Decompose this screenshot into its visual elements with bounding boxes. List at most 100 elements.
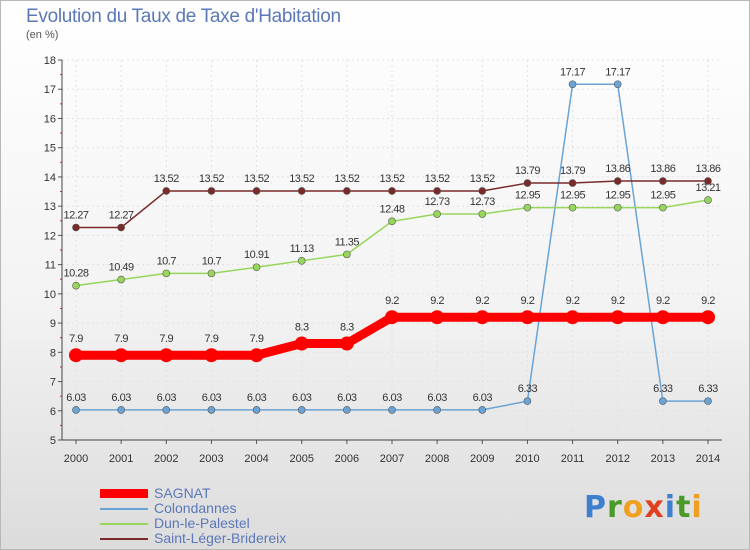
data-point — [523, 179, 532, 187]
data-label: 10.28 — [63, 268, 88, 280]
data-point — [433, 406, 441, 414]
data-label: 8.3 — [340, 322, 354, 334]
y-tick-label: 12 — [44, 230, 56, 242]
data-point — [252, 263, 261, 272]
data-point — [613, 177, 622, 185]
y-tick-label: 15 — [44, 143, 56, 155]
y-tick-label: 14 — [44, 172, 56, 184]
chart-subtitle: (en %) — [26, 29, 59, 41]
data-point — [204, 348, 219, 363]
data-label: 13.79 — [515, 165, 540, 177]
data-point — [114, 348, 129, 363]
data-label: 17.17 — [605, 66, 630, 78]
chart-legend: SAGNAT Colondannes Dun-le-Palestel Saint… — [100, 486, 286, 546]
data-point — [339, 336, 354, 351]
data-point — [343, 187, 351, 195]
data-label: 9.2 — [611, 295, 625, 307]
y-tick-label: 9 — [50, 318, 56, 330]
data-point — [655, 310, 670, 325]
legend-swatch — [100, 507, 148, 510]
data-point — [478, 406, 487, 414]
data-point — [385, 310, 399, 325]
data-point — [388, 187, 396, 195]
data-point — [565, 310, 580, 325]
data-label: 7.9 — [114, 333, 128, 345]
x-tick-label: 2014 — [696, 453, 720, 465]
data-point — [659, 177, 667, 185]
data-label: 6.03 — [202, 392, 222, 404]
x-tick-label: 2000 — [64, 453, 88, 465]
x-tick-label: 2012 — [605, 453, 629, 465]
x-tick-label: 2001 — [109, 453, 133, 465]
x-tick-label: 2002 — [154, 453, 178, 465]
y-tick-label: 7 — [50, 377, 56, 389]
data-label: 6.03 — [427, 392, 447, 404]
data-label: 13.52 — [470, 173, 495, 185]
legend-item: Colondannes — [100, 501, 286, 516]
data-point — [388, 406, 396, 414]
data-point — [704, 177, 712, 185]
data-label: 6.03 — [292, 392, 312, 404]
legend-item: SAGNAT — [100, 486, 286, 501]
data-point — [343, 250, 351, 259]
data-point — [117, 223, 125, 232]
data-point — [249, 348, 264, 363]
y-tick-label: 11 — [45, 260, 56, 272]
data-label: 13.86 — [605, 163, 630, 175]
legend-item: Saint-Léger-Bridereix — [100, 531, 286, 546]
data-point — [117, 406, 125, 414]
data-point — [659, 203, 667, 212]
data-label: 6.33 — [518, 383, 538, 395]
data-label: 6.33 — [653, 383, 673, 395]
data-label: 13.52 — [334, 173, 359, 185]
y-tick-label: 8 — [50, 347, 56, 359]
data-label: 12.73 — [425, 196, 450, 208]
y-tick-label: 17 — [44, 84, 56, 96]
data-point — [207, 406, 216, 414]
data-point — [297, 187, 306, 195]
data-label: 7.9 — [205, 333, 219, 345]
data-point — [433, 210, 441, 218]
x-tick-label: 2010 — [515, 453, 539, 465]
legend-label: Dun-le-Palestel — [154, 515, 250, 531]
x-tick-label: 2007 — [380, 453, 404, 465]
data-point — [613, 80, 622, 89]
data-point — [159, 348, 174, 363]
data-point — [659, 397, 667, 405]
data-label: 13.79 — [560, 165, 585, 177]
data-point — [72, 281, 80, 290]
data-label: 13.52 — [425, 173, 450, 185]
data-point — [430, 310, 445, 325]
data-label: 12.95 — [515, 190, 540, 202]
data-label: 12.27 — [63, 209, 88, 221]
data-point — [704, 397, 712, 405]
y-tick-label: 10 — [44, 289, 56, 301]
data-label: 10.49 — [109, 262, 134, 274]
data-label: 6.03 — [247, 392, 267, 404]
data-point — [478, 210, 487, 218]
data-label: 13.21 — [695, 182, 720, 194]
data-point — [613, 203, 622, 212]
data-label: 11.35 — [335, 236, 360, 248]
data-point — [162, 187, 171, 195]
data-label: 9.2 — [475, 295, 489, 307]
data-point — [162, 269, 171, 278]
data-label: 9.2 — [430, 295, 444, 307]
legend-label: SAGNAT — [154, 485, 211, 501]
data-point — [69, 348, 83, 363]
data-label: 12.27 — [109, 209, 134, 221]
data-label: 6.03 — [111, 392, 131, 404]
data-label: 13.52 — [199, 173, 224, 185]
x-tick-label: 2009 — [470, 453, 494, 465]
data-point — [294, 336, 309, 351]
data-label: 12.95 — [560, 190, 585, 202]
data-point — [568, 203, 577, 212]
data-point — [207, 187, 216, 195]
data-label: 9.2 — [385, 295, 399, 307]
data-point — [72, 406, 80, 414]
x-tick-label: 2005 — [289, 453, 313, 465]
data-point — [297, 406, 306, 414]
data-label: 6.03 — [382, 392, 402, 404]
legend-label: Colondannes — [154, 500, 237, 516]
